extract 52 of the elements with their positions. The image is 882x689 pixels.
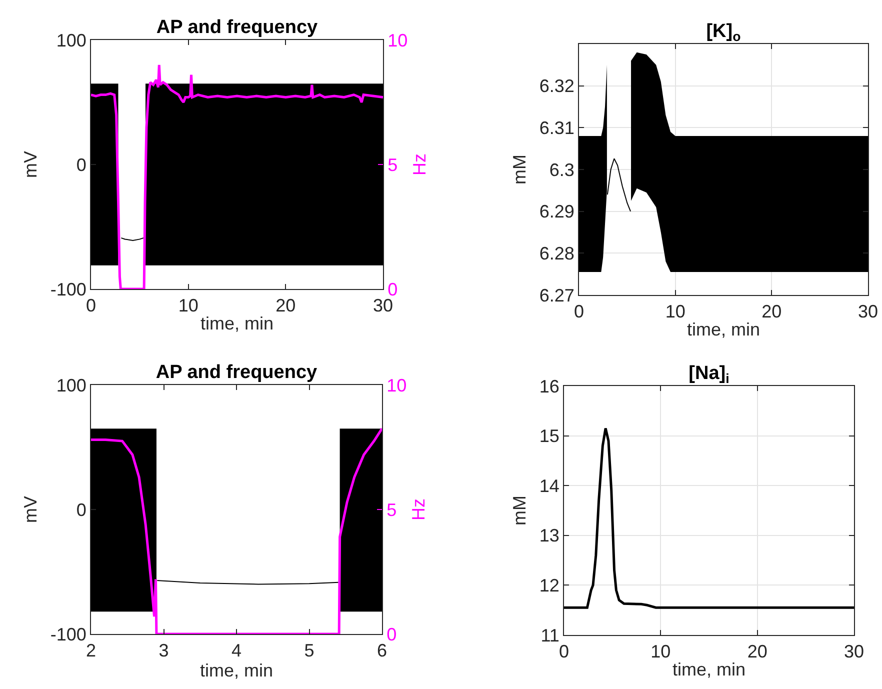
y2-tick-label: 0 (386, 624, 397, 644)
line-series (91, 64, 383, 289)
x-tick-label: 10 (178, 296, 198, 316)
x-tick-label: 3 (158, 640, 169, 661)
x-axis-title: time, min (200, 660, 274, 681)
y-tick-label: 14 (539, 476, 560, 496)
y2-tick-label: 5 (388, 154, 398, 175)
y-tick-label: 15 (539, 426, 560, 446)
x-tick-label: 4 (231, 640, 242, 661)
x-tick-label: 2 (86, 640, 96, 661)
y2-tick-label: 5 (386, 500, 397, 520)
x-tick-label: 10 (650, 642, 671, 662)
y-tick-label: -100 (50, 624, 86, 644)
y2-axis-title: Hz (408, 498, 429, 520)
x-tick-label: 20 (762, 302, 782, 322)
x-axis-title: time, min (200, 314, 274, 334)
x-tick-label: 20 (747, 642, 768, 662)
chart-title: AP and frequency (156, 17, 318, 38)
chart-title: AP and frequency (156, 362, 318, 383)
y-axis-title: mV (20, 496, 41, 523)
y-tick-label: 13 (539, 526, 560, 546)
line-series (564, 427, 854, 609)
y-axis-title: mM (510, 154, 530, 184)
y-tick-label: 12 (539, 576, 560, 596)
y-tick-label: 16 (539, 376, 560, 396)
y-tick-label: 0 (76, 500, 86, 520)
y-tick-label: 6.32 (539, 76, 574, 96)
y-tick-label: 100 (56, 375, 86, 396)
y-axis-title: mV (20, 151, 41, 178)
y-tick-label: 6.31 (539, 118, 574, 138)
y-tick-label: 6.28 (539, 243, 574, 264)
y2-axis-title: Hz (410, 154, 430, 176)
x-tick-label: 30 (844, 642, 864, 662)
y-tick-label: 0 (76, 154, 86, 175)
y2-tick-label: 10 (386, 375, 407, 396)
x-tick-label: 30 (858, 302, 878, 322)
x-tick-label: 10 (665, 302, 686, 322)
y-tick-label: 6.3 (549, 160, 574, 180)
y2-tick-label: 10 (388, 30, 408, 50)
y-tick-label: 11 (540, 625, 560, 646)
x-tick-label: 5 (304, 640, 314, 661)
x-tick-label: 6 (376, 640, 388, 661)
x-tick-label: 20 (276, 296, 296, 316)
y-axis-title: mM (510, 496, 530, 526)
y-tick-label: 6.29 (539, 202, 574, 222)
y-tick-label: 100 (56, 30, 86, 50)
chart-title: [Na]$_{i}$ (688, 363, 730, 386)
x-axis-title: time, min (672, 660, 746, 680)
y-tick-label: 6.27 (539, 285, 574, 306)
y-tick-label: -100 (50, 279, 86, 300)
x-axis-title: time, min (686, 320, 760, 340)
chart-title: [K]$_{o}$ (706, 21, 741, 44)
